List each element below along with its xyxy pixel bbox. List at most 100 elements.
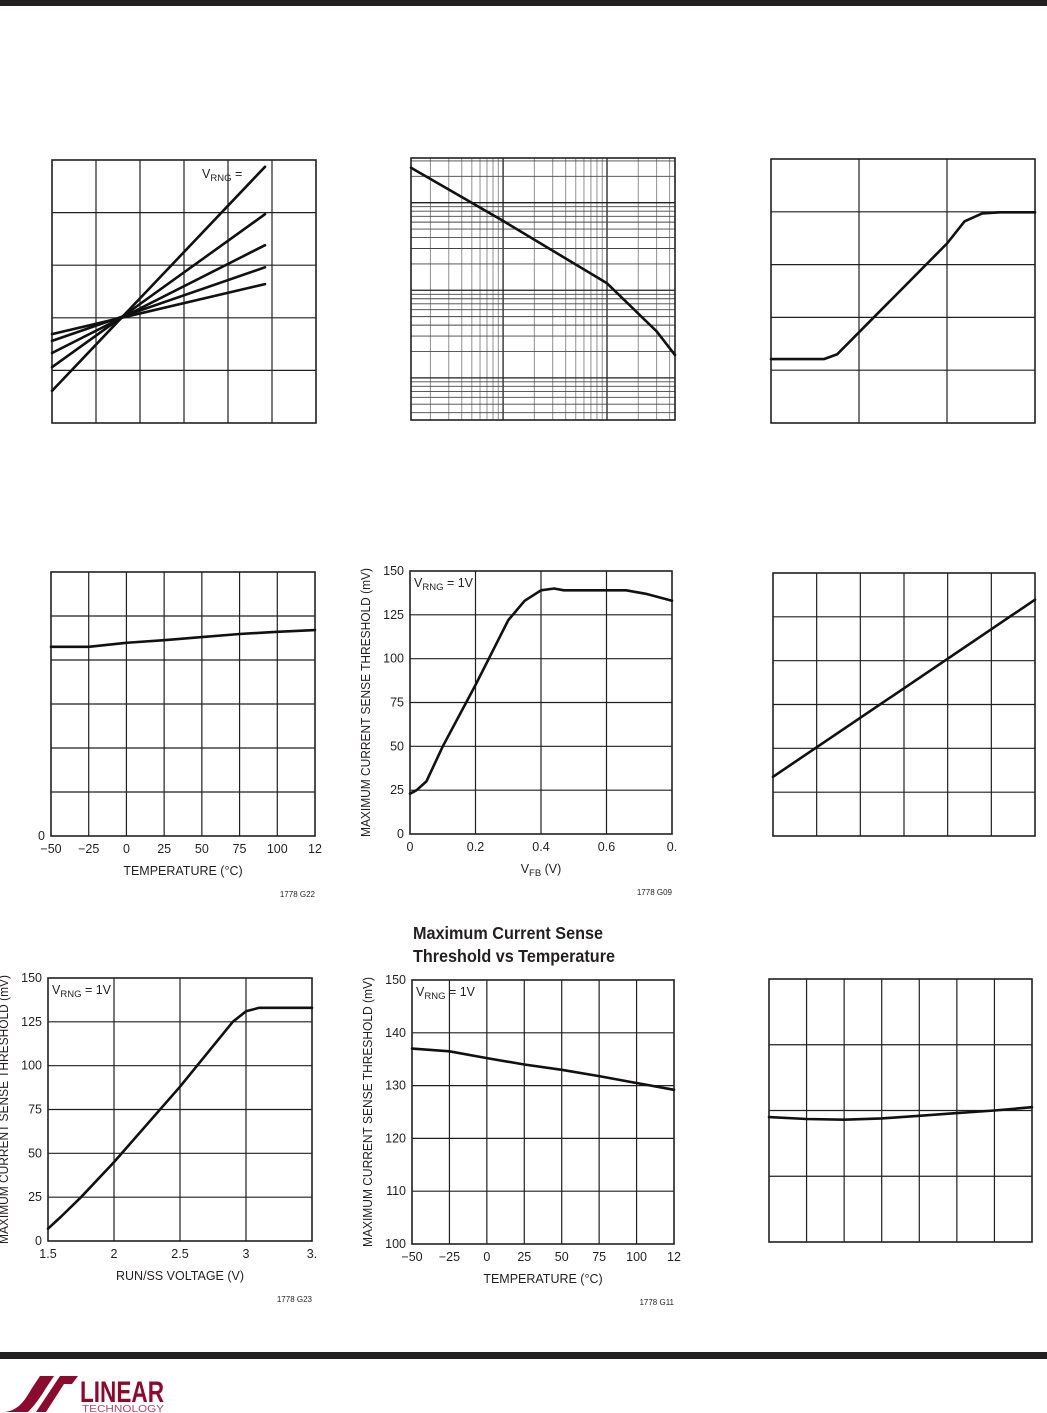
y-tick-label: 100 xyxy=(385,1237,406,1251)
series-V_RNG=1V xyxy=(46,1006,314,1230)
y-tick-label: 50 xyxy=(390,739,404,753)
chart-7: 1.5 2 2.5 3 3. 0 25 50 75 100 125 150 RUN/SS VOLTAGE… xyxy=(0,971,317,1304)
y-tick-label: 0 xyxy=(35,1234,42,1248)
y-tick-label: 150 xyxy=(21,971,42,985)
x-tick-label: 25 xyxy=(517,1250,531,1264)
x-tick-label: 12 xyxy=(308,842,322,856)
series-annotation: VRNG = 1V xyxy=(52,983,112,1000)
chart-grid xyxy=(773,573,1035,836)
series-curve xyxy=(769,211,1037,361)
chart-grid xyxy=(412,980,674,1244)
series-curve xyxy=(771,598,1037,779)
x-tick-label: 0 xyxy=(123,842,130,856)
series-annotation-main: V xyxy=(414,576,423,590)
series-V_RNG=1V xyxy=(410,1047,676,1092)
series-annotation: VRNG = 1V xyxy=(416,985,476,1002)
figure-code: 1778 G09 xyxy=(637,888,673,897)
x-tick-label: 0.4 xyxy=(532,840,549,854)
chart-grid xyxy=(411,158,675,420)
series-annotation-sub: RNG xyxy=(60,989,81,1000)
figure-code: 1778 G23 xyxy=(277,1295,313,1304)
chart-1: VRNG = xyxy=(50,159,317,424)
y-tick-label: 125 xyxy=(383,608,404,622)
series-V_RNG=1V xyxy=(408,587,674,795)
logo-mark-right xyxy=(36,1376,78,1412)
series-annotation-rest: = 1V xyxy=(81,983,111,997)
chart-grid xyxy=(51,572,315,836)
y-tick-label: 25 xyxy=(390,783,404,797)
series-annotation-main: V xyxy=(202,167,211,181)
y-tick-label: 130 xyxy=(385,1079,406,1093)
footer-rule xyxy=(0,1352,1047,1359)
series-curve xyxy=(49,628,317,649)
linear-technology-logo: LINEAR TECHNOLOGY xyxy=(5,1376,164,1413)
y-tick-label: 150 xyxy=(385,973,406,987)
y-axis-label: MAXIMUM CURRENT SENSE THRESHOLD (mV) xyxy=(0,975,11,1244)
y-tick-label: 75 xyxy=(390,696,404,710)
plot-frame xyxy=(47,977,313,1242)
series-annotation-sub: RNG xyxy=(210,173,231,184)
plot-frame xyxy=(410,157,676,421)
series-curve xyxy=(767,1105,1034,1121)
plot-frame xyxy=(51,159,317,424)
y-tick-label: 0 xyxy=(38,829,45,843)
chart-grid xyxy=(769,979,1032,1242)
top-rule xyxy=(0,0,1047,6)
series-line-5 xyxy=(50,282,267,336)
x-axis-label-main: V xyxy=(521,862,530,876)
x-tick-label: −25 xyxy=(78,842,99,856)
chart-grid xyxy=(48,978,312,1241)
chart-9 xyxy=(767,978,1034,1243)
series-line-3 xyxy=(50,243,267,355)
x-tick-label: 50 xyxy=(555,1250,569,1264)
chart-grid xyxy=(771,159,1035,423)
plot-frame xyxy=(409,570,673,835)
x-axis-label: VFB (V) xyxy=(521,862,562,879)
x-tick-label: −50 xyxy=(40,842,61,856)
plot-frame xyxy=(770,158,1036,424)
series-annotation-sub: RNG xyxy=(422,582,443,593)
x-tick-label: 0.6 xyxy=(598,840,615,854)
y-tick-label: 0 xyxy=(397,827,404,841)
x-tick-label: 100 xyxy=(626,1250,647,1264)
x-tick-label: 1.5 xyxy=(39,1247,56,1261)
x-tick-label: 2 xyxy=(111,1247,118,1261)
series-annotation: VRNG = 1V xyxy=(414,576,474,593)
x-tick-label: 0. xyxy=(667,840,677,854)
y-tick-label: 140 xyxy=(385,1026,406,1040)
chart-title: Threshold vs Temperature xyxy=(413,946,615,966)
series-annotation: VRNG = xyxy=(202,167,242,184)
plot-frame xyxy=(50,571,316,837)
y-axis-label: MAXIMUM CURRENT SENSE THRESHOLD (mV) xyxy=(361,977,375,1247)
x-tick-label: 25 xyxy=(157,842,171,856)
logo-wordmark: LINEAR xyxy=(80,1376,164,1409)
x-axis-label-rest: (V) xyxy=(541,862,561,876)
y-tick-label: 75 xyxy=(28,1103,42,1117)
y-tick-label: 50 xyxy=(28,1146,42,1160)
x-tick-label: −25 xyxy=(439,1250,460,1264)
y-tick-label: 120 xyxy=(385,1131,406,1145)
x-tick-label: 3 xyxy=(243,1247,250,1261)
series-line-1 xyxy=(50,165,267,393)
y-tick-label: 100 xyxy=(21,1059,42,1073)
series-annotation-rest: = xyxy=(231,167,242,181)
series-annotation-sub: RNG xyxy=(424,991,445,1002)
y-tick-label: 100 xyxy=(383,652,404,666)
figure-code: 1778 G11 xyxy=(639,1298,674,1307)
figure-code: 1778 G22 xyxy=(280,890,316,899)
series-annotation-rest: = 1V xyxy=(445,985,475,999)
y-axis-label: MAXIMUM CURRENT SENSE THRESHOLD (mV) xyxy=(359,568,373,837)
y-tick-label: 110 xyxy=(386,1184,406,1198)
x-tick-label: 75 xyxy=(233,842,247,856)
series-line-4 xyxy=(50,266,267,343)
x-axis-label-sub: FB xyxy=(529,868,541,879)
chart-6 xyxy=(771,572,1037,837)
x-tick-label: 12 xyxy=(667,1250,681,1264)
chart-grid xyxy=(410,571,672,834)
chart-title: Maximum Current Sense xyxy=(413,923,603,943)
x-tick-label: 3. xyxy=(307,1247,317,1261)
logo-subword: TECHNOLOGY xyxy=(82,1404,164,1413)
